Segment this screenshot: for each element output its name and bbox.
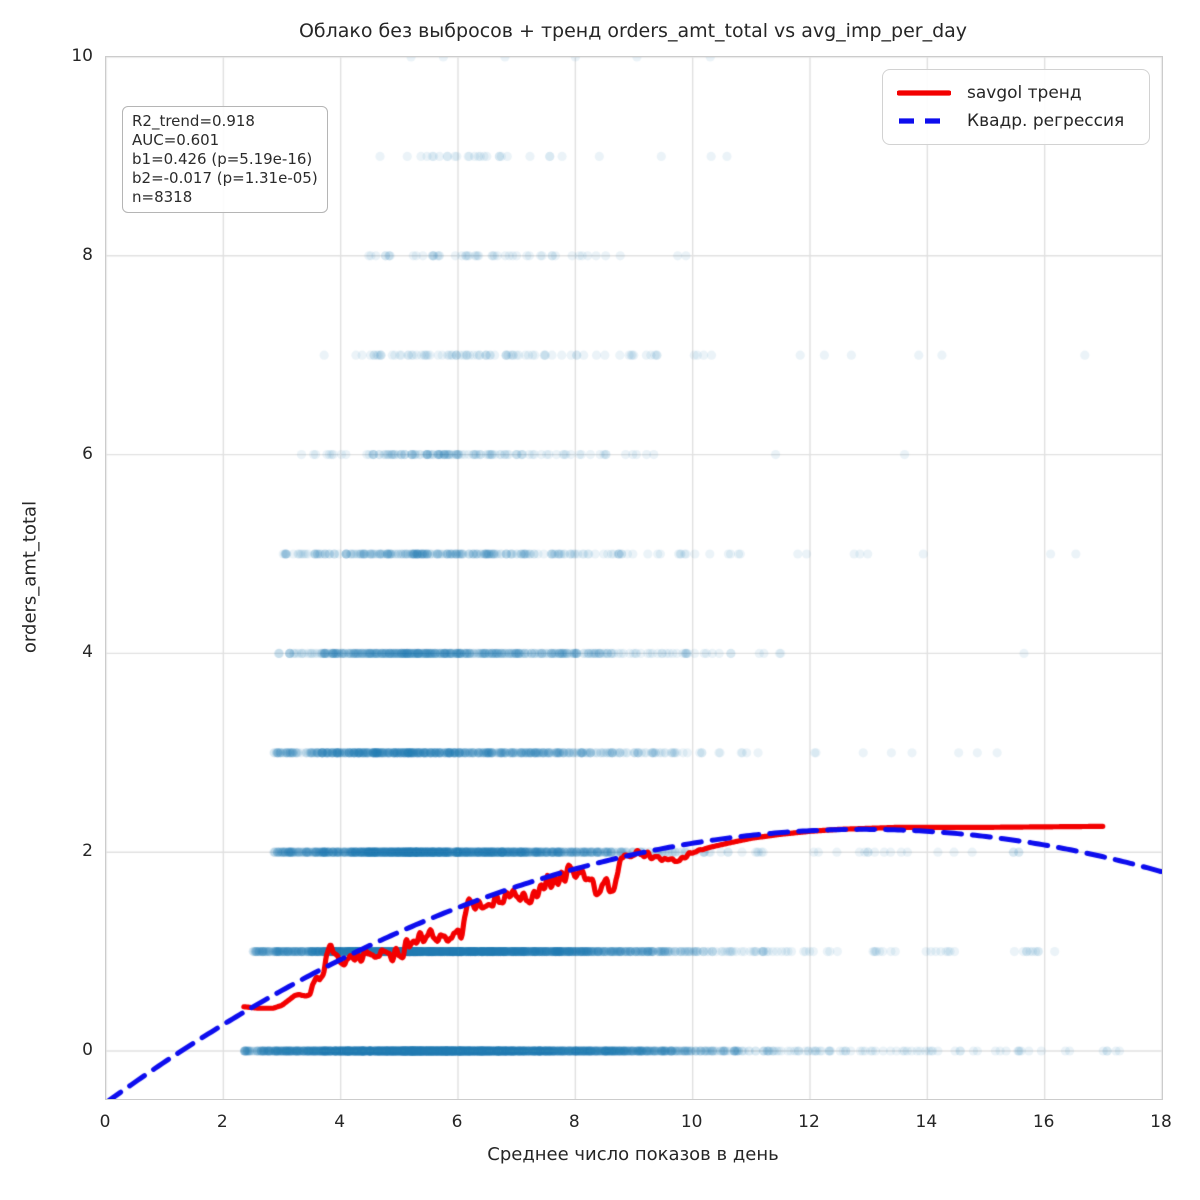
legend-item-savgol-trend: savgol тренд: [883, 83, 1149, 103]
y-tick-label: 4: [82, 642, 93, 663]
y-tick-label: 10: [71, 46, 93, 66]
stats-annotation-box: R2_trend=0.918 AUC=0.601 b1=0.426 (p=5.1…: [122, 106, 328, 213]
x-tick-label: 0: [99, 1112, 111, 1132]
x-tick-label: 14: [915, 1112, 938, 1132]
legend-label: savgol тренд: [967, 83, 1082, 103]
legend-label: Квадр. регрессия: [967, 111, 1125, 131]
page-title: Облако без выбросов + тренд orders_amt_t…: [298, 20, 968, 42]
y-tick-label: 8: [82, 244, 93, 265]
legend-item-quad-regression: Квадр. регрессия: [883, 111, 1149, 131]
annotation-line: n=8318: [132, 188, 193, 206]
annotation-line: AUC=0.601: [132, 131, 220, 149]
y-tick-label: 6: [82, 443, 93, 464]
x-tick-label: 10: [680, 1112, 703, 1132]
legend-line-dashed-icon: [899, 118, 949, 124]
legend-line-solid-icon: [897, 90, 951, 96]
annotation-line: R2_trend=0.918: [132, 112, 255, 130]
x-tick-label: 18: [1150, 1112, 1172, 1132]
y-tick-label: 2: [82, 841, 93, 862]
x-axis-label: Среднее число показов в день: [487, 1144, 779, 1165]
x-tick-label: 4: [334, 1112, 346, 1132]
annotation-line: b1=0.426 (p=5.19e-16): [132, 150, 313, 168]
y-axis-label: orders_amt_total: [19, 500, 41, 654]
x-tick-label: 8: [568, 1112, 580, 1132]
x-tick-label: 6: [451, 1112, 463, 1132]
annotation-line: b2=-0.017 (p=1.31e-05): [132, 169, 318, 187]
x-tick-label: 12: [798, 1112, 820, 1132]
plot-area: [105, 56, 1163, 1100]
x-tick-label: 16: [1032, 1112, 1055, 1132]
legend: savgol тренд Квадр. регрессия: [882, 69, 1150, 145]
y-tick-label: 0: [82, 1039, 93, 1060]
plot-canvas: [106, 57, 1162, 1099]
x-tick-label: 2: [216, 1112, 228, 1132]
